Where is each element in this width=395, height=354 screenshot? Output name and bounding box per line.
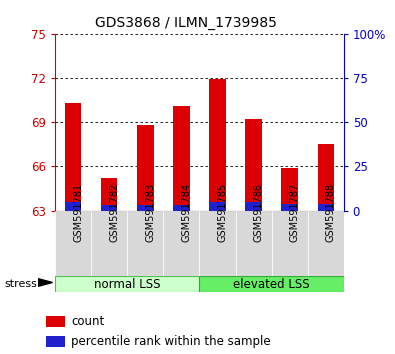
- Bar: [65, 103, 81, 211]
- Text: stress: stress: [4, 279, 37, 289]
- Bar: [199, 276, 344, 292]
- Bar: [318, 144, 334, 211]
- Bar: [137, 205, 154, 211]
- Text: GSM591787: GSM591787: [290, 183, 299, 242]
- Bar: [308, 211, 344, 276]
- Text: normal LSS: normal LSS: [94, 278, 161, 291]
- Bar: [101, 205, 117, 211]
- Bar: [209, 202, 226, 211]
- Bar: [272, 211, 308, 276]
- Text: percentile rank within the sample: percentile rank within the sample: [71, 335, 271, 348]
- Text: count: count: [71, 315, 105, 328]
- Bar: [137, 125, 154, 211]
- Bar: [173, 106, 190, 211]
- Text: GSM591786: GSM591786: [254, 183, 263, 242]
- Text: GSM591788: GSM591788: [325, 183, 336, 242]
- Bar: [55, 211, 91, 276]
- Bar: [209, 79, 226, 211]
- Bar: [46, 336, 65, 347]
- Bar: [173, 205, 190, 211]
- Text: GSM591782: GSM591782: [109, 183, 119, 242]
- Bar: [282, 168, 298, 211]
- Text: elevated LSS: elevated LSS: [233, 278, 310, 291]
- Bar: [127, 211, 164, 276]
- Bar: [164, 211, 199, 276]
- Bar: [101, 178, 117, 211]
- Polygon shape: [38, 279, 53, 286]
- Bar: [65, 202, 81, 211]
- Bar: [245, 119, 261, 211]
- Bar: [245, 202, 261, 211]
- Text: GSM591781: GSM591781: [73, 183, 83, 242]
- Bar: [199, 211, 235, 276]
- Bar: [91, 211, 127, 276]
- Bar: [46, 316, 65, 327]
- Text: GSM591783: GSM591783: [145, 183, 155, 242]
- Bar: [55, 276, 199, 292]
- Bar: [235, 211, 272, 276]
- Bar: [318, 204, 334, 211]
- Text: GSM591785: GSM591785: [218, 183, 228, 242]
- Text: GDS3868 / ILMN_1739985: GDS3868 / ILMN_1739985: [95, 16, 276, 30]
- Bar: [282, 204, 298, 211]
- Text: GSM591784: GSM591784: [181, 183, 192, 242]
